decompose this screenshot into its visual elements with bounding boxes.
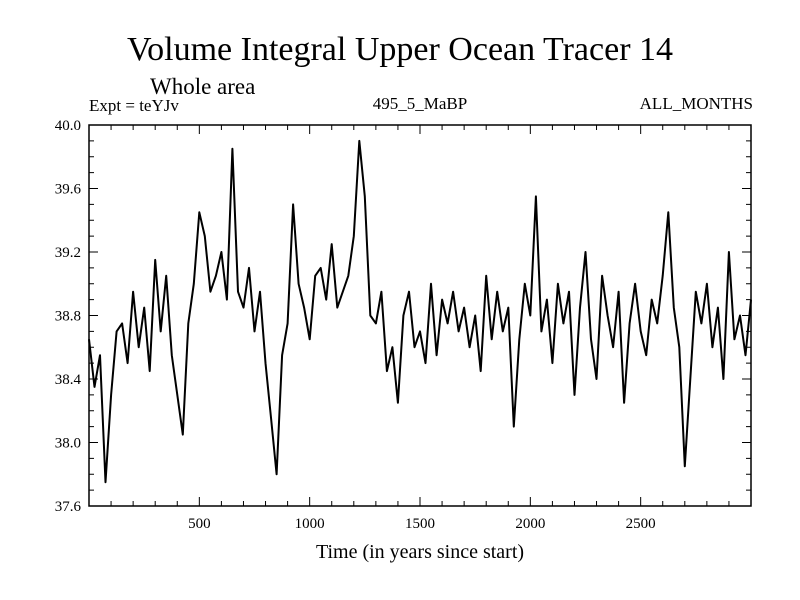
y-tick-label: 39.2	[55, 245, 81, 261]
x-tick-label: 1500	[405, 516, 435, 532]
experiment-label: Expt = teYJv	[89, 96, 179, 115]
y-tick-label: 38.4	[55, 372, 82, 388]
y-tick-label: 38.8	[55, 309, 81, 325]
tick-labels: 500 1000 1500 2000 2500 37.6 38.0 38.4 38.8 39.2 3…	[55, 118, 656, 532]
x-axis-label: Time (in years since start)	[316, 541, 524, 563]
chart-title: Volume Integral Upper Ocean Tracer 14	[126, 31, 674, 68]
x-tick-label: 2000	[515, 516, 545, 532]
run-label: 495_5_MaBP	[372, 94, 468, 113]
y-tick-label: 37.6	[55, 499, 82, 515]
x-tick-label: 1000	[295, 516, 325, 532]
y-tick-label: 39.6	[55, 182, 82, 198]
months-label: ALL_MONTHS	[639, 94, 753, 113]
x-tick-label: 500	[188, 516, 211, 532]
x-tick-label: 2500	[626, 516, 656, 532]
plot-frame	[88, 124, 752, 507]
y-tick-label: 40.0	[55, 118, 81, 134]
y-tick-label: 38.0	[55, 436, 81, 452]
chart-subtitle: Whole area	[150, 74, 256, 99]
axis-ticks	[89, 125, 751, 506]
series-line	[88, 139, 752, 484]
